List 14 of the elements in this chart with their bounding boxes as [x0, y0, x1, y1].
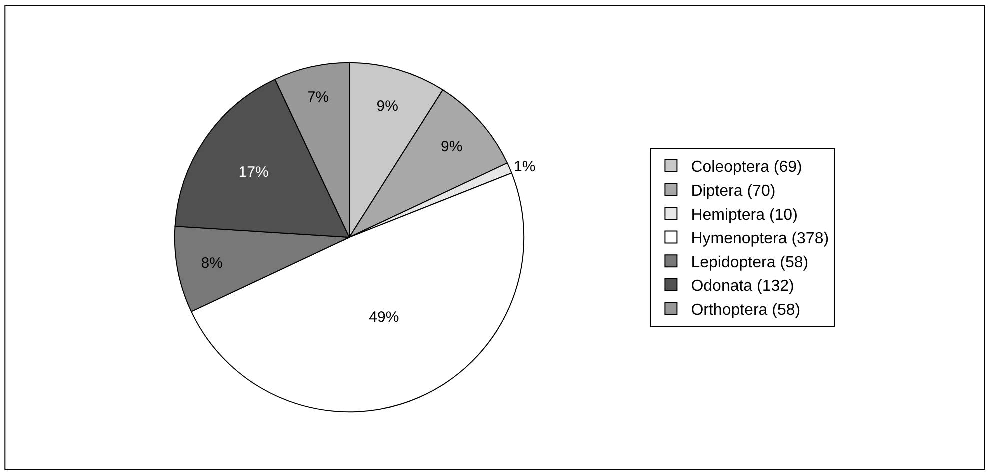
data-label: 8% [201, 255, 223, 272]
data-label: 1% [514, 158, 536, 176]
legend-label: Hemiptera (10) [691, 206, 798, 224]
data-label: 49% [369, 309, 400, 326]
legend-label: Orthoptera (58) [691, 302, 801, 319]
data-label: 17% [238, 164, 269, 181]
legend-label: Diptera (70) [691, 182, 776, 200]
data-label: 7% [307, 89, 330, 106]
legend-label: Lepidoptera (58) [691, 254, 809, 272]
data-label: 9% [441, 138, 463, 156]
legend-label: Hymenoptera (378) [691, 230, 830, 248]
legend-label: Odonata (132) [691, 278, 794, 296]
data-label: 9% [376, 98, 398, 115]
legend-label: Coleoptera (69) [691, 159, 802, 176]
